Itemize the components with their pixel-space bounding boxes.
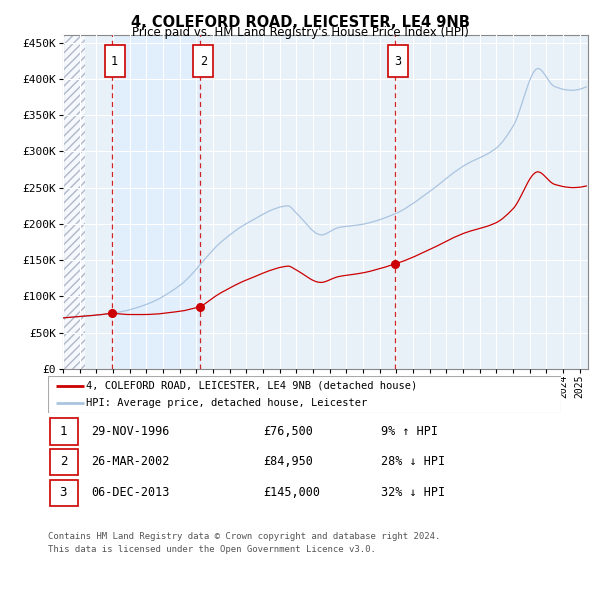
FancyBboxPatch shape: [50, 418, 78, 445]
FancyBboxPatch shape: [48, 376, 561, 413]
Text: £84,950: £84,950: [263, 455, 313, 468]
Text: 3: 3: [59, 486, 67, 499]
Text: This data is licensed under the Open Government Licence v3.0.: This data is licensed under the Open Gov…: [48, 545, 376, 554]
FancyBboxPatch shape: [50, 480, 78, 506]
Bar: [63, 35, 85, 369]
Text: 4, COLEFORD ROAD, LEICESTER, LE4 9NB (detached house): 4, COLEFORD ROAD, LEICESTER, LE4 9NB (de…: [86, 381, 418, 391]
FancyBboxPatch shape: [193, 45, 213, 77]
FancyBboxPatch shape: [50, 449, 78, 476]
FancyBboxPatch shape: [104, 45, 125, 77]
Bar: [63, 35, 85, 369]
Text: 28% ↓ HPI: 28% ↓ HPI: [382, 455, 446, 468]
Text: 3: 3: [395, 55, 402, 68]
Text: £145,000: £145,000: [263, 486, 320, 499]
Bar: [112, 35, 200, 369]
Text: 1: 1: [59, 425, 67, 438]
Text: 2: 2: [59, 455, 67, 468]
Text: 29-NOV-1996: 29-NOV-1996: [92, 425, 170, 438]
Text: Price paid vs. HM Land Registry's House Price Index (HPI): Price paid vs. HM Land Registry's House …: [131, 26, 469, 39]
FancyBboxPatch shape: [388, 45, 408, 77]
Text: HPI: Average price, detached house, Leicester: HPI: Average price, detached house, Leic…: [86, 398, 368, 408]
Text: 26-MAR-2002: 26-MAR-2002: [92, 455, 170, 468]
Text: 32% ↓ HPI: 32% ↓ HPI: [382, 486, 446, 499]
Text: £76,500: £76,500: [263, 425, 313, 438]
Text: 06-DEC-2013: 06-DEC-2013: [92, 486, 170, 499]
Text: 2: 2: [200, 55, 207, 68]
Text: 1: 1: [111, 55, 118, 68]
Text: 4, COLEFORD ROAD, LEICESTER, LE4 9NB: 4, COLEFORD ROAD, LEICESTER, LE4 9NB: [131, 15, 469, 30]
Text: 9% ↑ HPI: 9% ↑ HPI: [382, 425, 439, 438]
Text: Contains HM Land Registry data © Crown copyright and database right 2024.: Contains HM Land Registry data © Crown c…: [48, 532, 440, 541]
